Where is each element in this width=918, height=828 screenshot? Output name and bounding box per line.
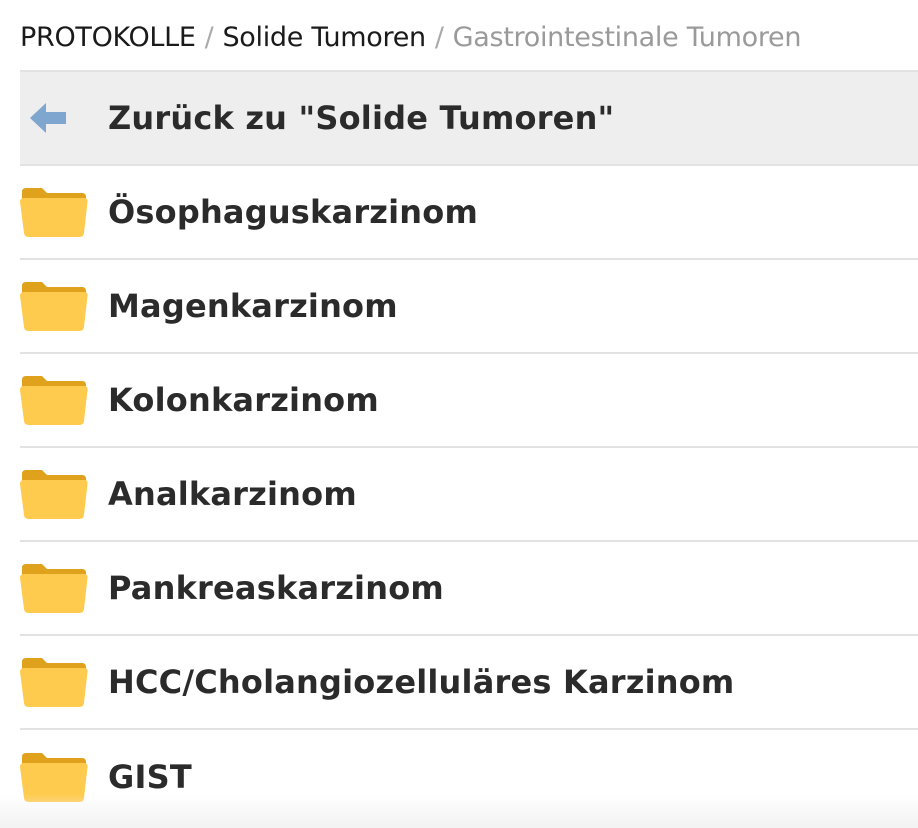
folder-icon [20, 353, 108, 447]
folder-item-gist[interactable]: GIST [20, 730, 918, 824]
breadcrumb-separator: / [204, 21, 214, 53]
arrow-left-icon [20, 71, 108, 165]
folder-label: HCC/Cholangiozelluläres Karzinom [108, 663, 735, 701]
folder-label: GIST [108, 758, 192, 796]
folder-icon [20, 165, 108, 259]
breadcrumb-separator: / [434, 21, 444, 53]
folder-item-hcc-cholangiozellulaeres-karzinom[interactable]: HCC/Cholangiozelluläres Karzinom [20, 636, 918, 730]
folder-icon [20, 447, 108, 541]
breadcrumb: PROTOKOLLE / Solide Tumoren / Gastrointe… [20, 0, 918, 70]
folder-label: Ösophaguskarzinom [108, 193, 479, 231]
breadcrumb-current: Gastrointestinale Tumoren [452, 21, 802, 53]
folder-label: Kolonkarzinom [108, 381, 379, 419]
folder-label: Magenkarzinom [108, 287, 398, 325]
folder-list: Zurück zu "Solide Tumoren" Ösophaguskarz… [20, 70, 918, 824]
folder-item-analkarzinom[interactable]: Analkarzinom [20, 448, 918, 542]
folder-item-kolonkarzinom[interactable]: Kolonkarzinom [20, 354, 918, 448]
breadcrumb-link-solide-tumoren[interactable]: Solide Tumoren [222, 21, 426, 53]
folder-icon [20, 259, 108, 353]
folder-label: Analkarzinom [108, 475, 357, 513]
folder-label: Pankreaskarzinom [108, 569, 444, 607]
back-button-label: Zurück zu "Solide Tumoren" [108, 99, 615, 137]
folder-icon [20, 541, 108, 635]
folder-icon [20, 635, 108, 729]
back-button[interactable]: Zurück zu "Solide Tumoren" [20, 72, 918, 166]
folder-item-magenkarzinom[interactable]: Magenkarzinom [20, 260, 918, 354]
folder-icon [20, 730, 108, 824]
folder-item-oesophaguskarzinom[interactable]: Ösophaguskarzinom [20, 166, 918, 260]
folder-item-pankreaskarzinom[interactable]: Pankreaskarzinom [20, 542, 918, 636]
breadcrumb-link-protokolle[interactable]: PROTOKOLLE [20, 21, 196, 53]
